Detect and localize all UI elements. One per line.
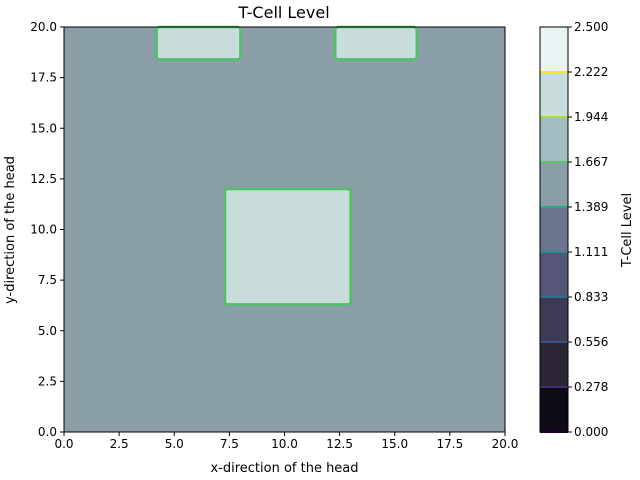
high-level-region-3: [223, 187, 352, 306]
y-tick-label: 7.5: [38, 273, 57, 287]
colorbar-label: T-Cell Level: [620, 193, 635, 268]
x-tick-label: 10.0: [271, 437, 298, 451]
colorbar-band: [540, 387, 568, 432]
colorbar-band: [540, 342, 568, 387]
x-tick-label: 2.5: [110, 437, 129, 451]
y-tick-label: 5.0: [38, 324, 57, 338]
x-tick-label: 0.0: [54, 437, 73, 451]
colorbar-band: [540, 117, 568, 162]
x-tick-label: 5.0: [165, 437, 184, 451]
y-tick-label: 0.0: [38, 425, 57, 439]
colorbar-tick-label: 1.667: [574, 155, 608, 169]
x-tick-label: 7.5: [220, 437, 239, 451]
colorbar-tick-label: 1.389: [574, 200, 608, 214]
x-tick-label: 17.5: [437, 437, 464, 451]
y-tick-label: 12.5: [30, 172, 57, 186]
y-tick-label: 17.5: [30, 71, 57, 85]
y-tick-label: 15.0: [30, 121, 57, 135]
x-tick-label: 15.0: [381, 437, 408, 451]
high-level-region-1: [155, 25, 242, 61]
colorbar-tick-label: 1.944: [574, 110, 608, 124]
colorbar-band: [540, 162, 568, 207]
colorbar-tick-label: 2.500: [574, 20, 608, 34]
y-tick-label: 2.5: [38, 374, 57, 388]
colorbar-tick-label: 0.278: [574, 380, 608, 394]
colorbar-band: [540, 207, 568, 252]
y-tick-label: 10.0: [30, 223, 57, 237]
colorbar-band: [540, 252, 568, 297]
colorbar-frame: [539, 26, 569, 433]
colorbar-tick-label: 0.556: [574, 335, 608, 349]
colorbar-band: [540, 72, 568, 117]
colorbar: 0.000 0.278 0.556 0.833 1.111 1.389 1.667 1.944…: [539, 20, 608, 439]
chart-title: T-Cell Level: [237, 3, 329, 22]
colorbar-tick-label: 1.111: [574, 245, 608, 259]
y-axis: 0.0 2.5 5.0 7.5 10.0 12.5 15.0 17.5 20.0: [30, 20, 64, 439]
colorbar-tick-label: 2.222: [574, 65, 608, 79]
y-axis-label: y-direction of the head: [3, 156, 18, 304]
x-axis: 0.0 2.5 5.0 7.5 10.0 12.5 15.0 17.5 20.0: [54, 432, 518, 451]
x-tick-label: 20.0: [492, 437, 519, 451]
x-tick-label: 12.5: [326, 437, 353, 451]
x-axis-label: x-direction of the head: [210, 461, 358, 476]
colorbar-tick-label: 0.000: [574, 425, 608, 439]
colorbar-tick-label: 0.833: [574, 290, 608, 304]
high-level-region-2: [333, 25, 419, 61]
colorbar-band: [540, 297, 568, 342]
y-tick-label: 20.0: [30, 20, 57, 34]
plot-area: [63, 25, 506, 433]
colorbar-band: [540, 27, 568, 72]
